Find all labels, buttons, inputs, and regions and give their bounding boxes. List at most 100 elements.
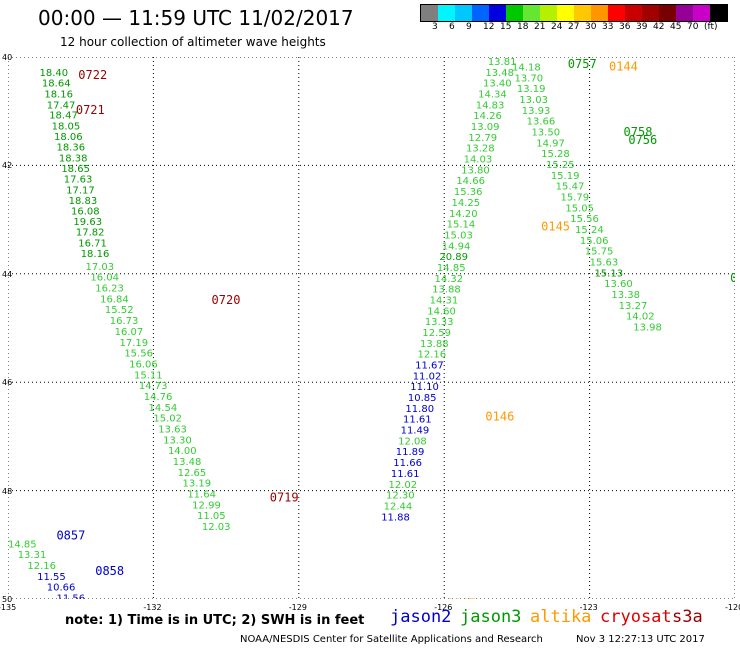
- wave-height-label: 11.67: [415, 361, 444, 372]
- wave-height-label: 12.65: [178, 468, 207, 479]
- pass-time-label: 0721: [76, 103, 105, 117]
- colorbar-swatch: [574, 5, 591, 21]
- wave-height-label: 15.13: [594, 268, 623, 279]
- wave-height-label: 15.03: [444, 230, 473, 241]
- colorbar-label: 24: [551, 22, 563, 32]
- legend-altika: altika: [530, 607, 592, 627]
- wave-height-label: 18.83: [69, 196, 98, 207]
- wave-height-label: 12.03: [202, 522, 231, 533]
- wave-height-label: 14.97: [536, 138, 565, 149]
- wave-height-label: 11.05: [197, 511, 226, 522]
- wave-height-label: 16.08: [71, 207, 100, 218]
- wave-height-label: 18.38: [59, 153, 88, 164]
- wave-height-label: 13.93: [522, 106, 551, 117]
- wave-height-label: 11.61: [403, 415, 432, 426]
- colorbar-swatch: [455, 5, 472, 21]
- wave-height-label: 14.03: [464, 155, 493, 166]
- wave-height-label: 15.56: [570, 214, 599, 225]
- wave-height-label: 11.56: [56, 594, 85, 599]
- wave-height-label: 13.03: [519, 95, 548, 106]
- wave-height-label: 10.66: [47, 583, 76, 594]
- wave-height-label: 12.79: [468, 133, 497, 144]
- wave-height-label: 14.76: [144, 392, 173, 403]
- wave-height-label: 18.64: [42, 79, 71, 90]
- pass-time-label: 0145: [541, 220, 570, 234]
- wave-height-label: 14.94: [442, 241, 471, 252]
- colorbar-swatch: [523, 5, 540, 21]
- wave-height-label: 16.06: [129, 359, 158, 370]
- colorbar-swatch: [506, 5, 523, 21]
- wave-height-label: 15.63: [590, 258, 619, 269]
- lon-tick-label: -120: [725, 603, 740, 612]
- lon-tick-label: -135: [0, 603, 17, 612]
- wave-height-label: 15.47: [556, 182, 585, 193]
- colorbar-swatch: [710, 5, 727, 21]
- wave-height-label: 10.85: [408, 393, 437, 404]
- map-plot: 18.40 18.64 18.16 17.47 18.47 18.05 18.06 18.36…: [8, 57, 735, 599]
- wave-height-label: 13.31: [18, 550, 47, 561]
- wave-height-label: 16.07: [115, 327, 144, 338]
- wave-height-label: 13.19: [182, 479, 211, 490]
- colorbar-label: 42: [653, 22, 665, 32]
- wave-height-label: 13.60: [604, 279, 633, 290]
- colorbar-label: 30: [585, 22, 597, 32]
- wave-height-label: 14.00: [168, 446, 197, 457]
- page-title: 00:00 — 11:59 UTC 11/02/2017: [38, 6, 354, 30]
- wave-height-label: 16.84: [100, 294, 129, 305]
- colorbar-swatch: [625, 5, 642, 21]
- wave-height-label: 13.33: [425, 317, 454, 328]
- wave-height-label: 15.75: [585, 247, 614, 258]
- pass-time-label: 0720: [212, 293, 241, 307]
- colorbar-label: 70: [687, 22, 699, 32]
- colorbar-swatch: [659, 5, 676, 21]
- wave-height-label: 17.63: [64, 175, 93, 186]
- wave-height-label: 13.50: [531, 127, 560, 138]
- wave-height-label: 17.82: [76, 228, 105, 239]
- wave-height-label: 13.70: [514, 73, 543, 84]
- lat-tick-label: 46: [2, 378, 13, 388]
- colorbar-label: 21: [534, 22, 546, 32]
- wave-height-label: 18.16: [44, 90, 73, 101]
- wave-height-label: 12.16: [418, 350, 447, 361]
- legend-jason3: jason3: [460, 607, 522, 627]
- wave-height-label: 13.38: [611, 290, 640, 301]
- wave-height-label: 15.06: [580, 236, 609, 247]
- colorbar-swatch: [591, 5, 608, 21]
- colorbar-label: 3: [432, 22, 438, 32]
- wave-height-label: 14.02: [626, 312, 655, 323]
- colorbar-label: (ft): [704, 22, 718, 32]
- colorbar-swatch: [557, 5, 574, 21]
- wave-height-label: 13.28: [466, 144, 495, 155]
- wave-height-label: 13.80: [461, 165, 490, 176]
- wave-height-label: 11.88: [381, 512, 410, 523]
- wave-height-label: 17.47: [47, 100, 76, 111]
- wave-height-label: 14.34: [478, 90, 507, 101]
- wave-height-label: 16.73: [110, 316, 139, 327]
- pass-time-label: 07: [730, 271, 735, 285]
- wave-height-label: 11.10: [410, 382, 439, 393]
- wave-height-label: 14.85: [437, 263, 466, 274]
- colorbar-label: 6: [449, 22, 455, 32]
- colorbar-swatch: [693, 5, 710, 21]
- colorbar-label: 45: [670, 22, 682, 32]
- wave-height-label: 12.02: [388, 480, 417, 491]
- wave-height-label: 12.44: [384, 501, 413, 512]
- wave-height-label: 15.25: [546, 160, 575, 171]
- wave-height-label: 12.59: [422, 328, 451, 339]
- legend-cryosat: cryosat: [600, 607, 672, 627]
- wave-height-label: 14.32: [435, 274, 464, 285]
- colorbar-label: 33: [602, 22, 614, 32]
- map-svg: 18.4018.6418.1617.4718.4718.0518.0618.36…: [8, 57, 735, 599]
- lat-tick-label: 40: [2, 53, 13, 62]
- wave-height-label: 14.73: [139, 381, 168, 392]
- pass-time-label: 0719: [270, 491, 299, 505]
- wave-height-label: 14.31: [430, 295, 459, 306]
- colorbar-label: 39: [636, 22, 648, 32]
- colorbar-label: 27: [568, 22, 580, 32]
- wave-height-label: 13.48: [173, 457, 202, 468]
- wave-height-label: 18.65: [61, 164, 90, 175]
- pass-time-label: 0756: [628, 133, 657, 147]
- wave-height-label: 11.64: [187, 490, 216, 501]
- wave-height-label: 18.40: [40, 68, 69, 79]
- lat-tick-label: 42: [2, 161, 13, 171]
